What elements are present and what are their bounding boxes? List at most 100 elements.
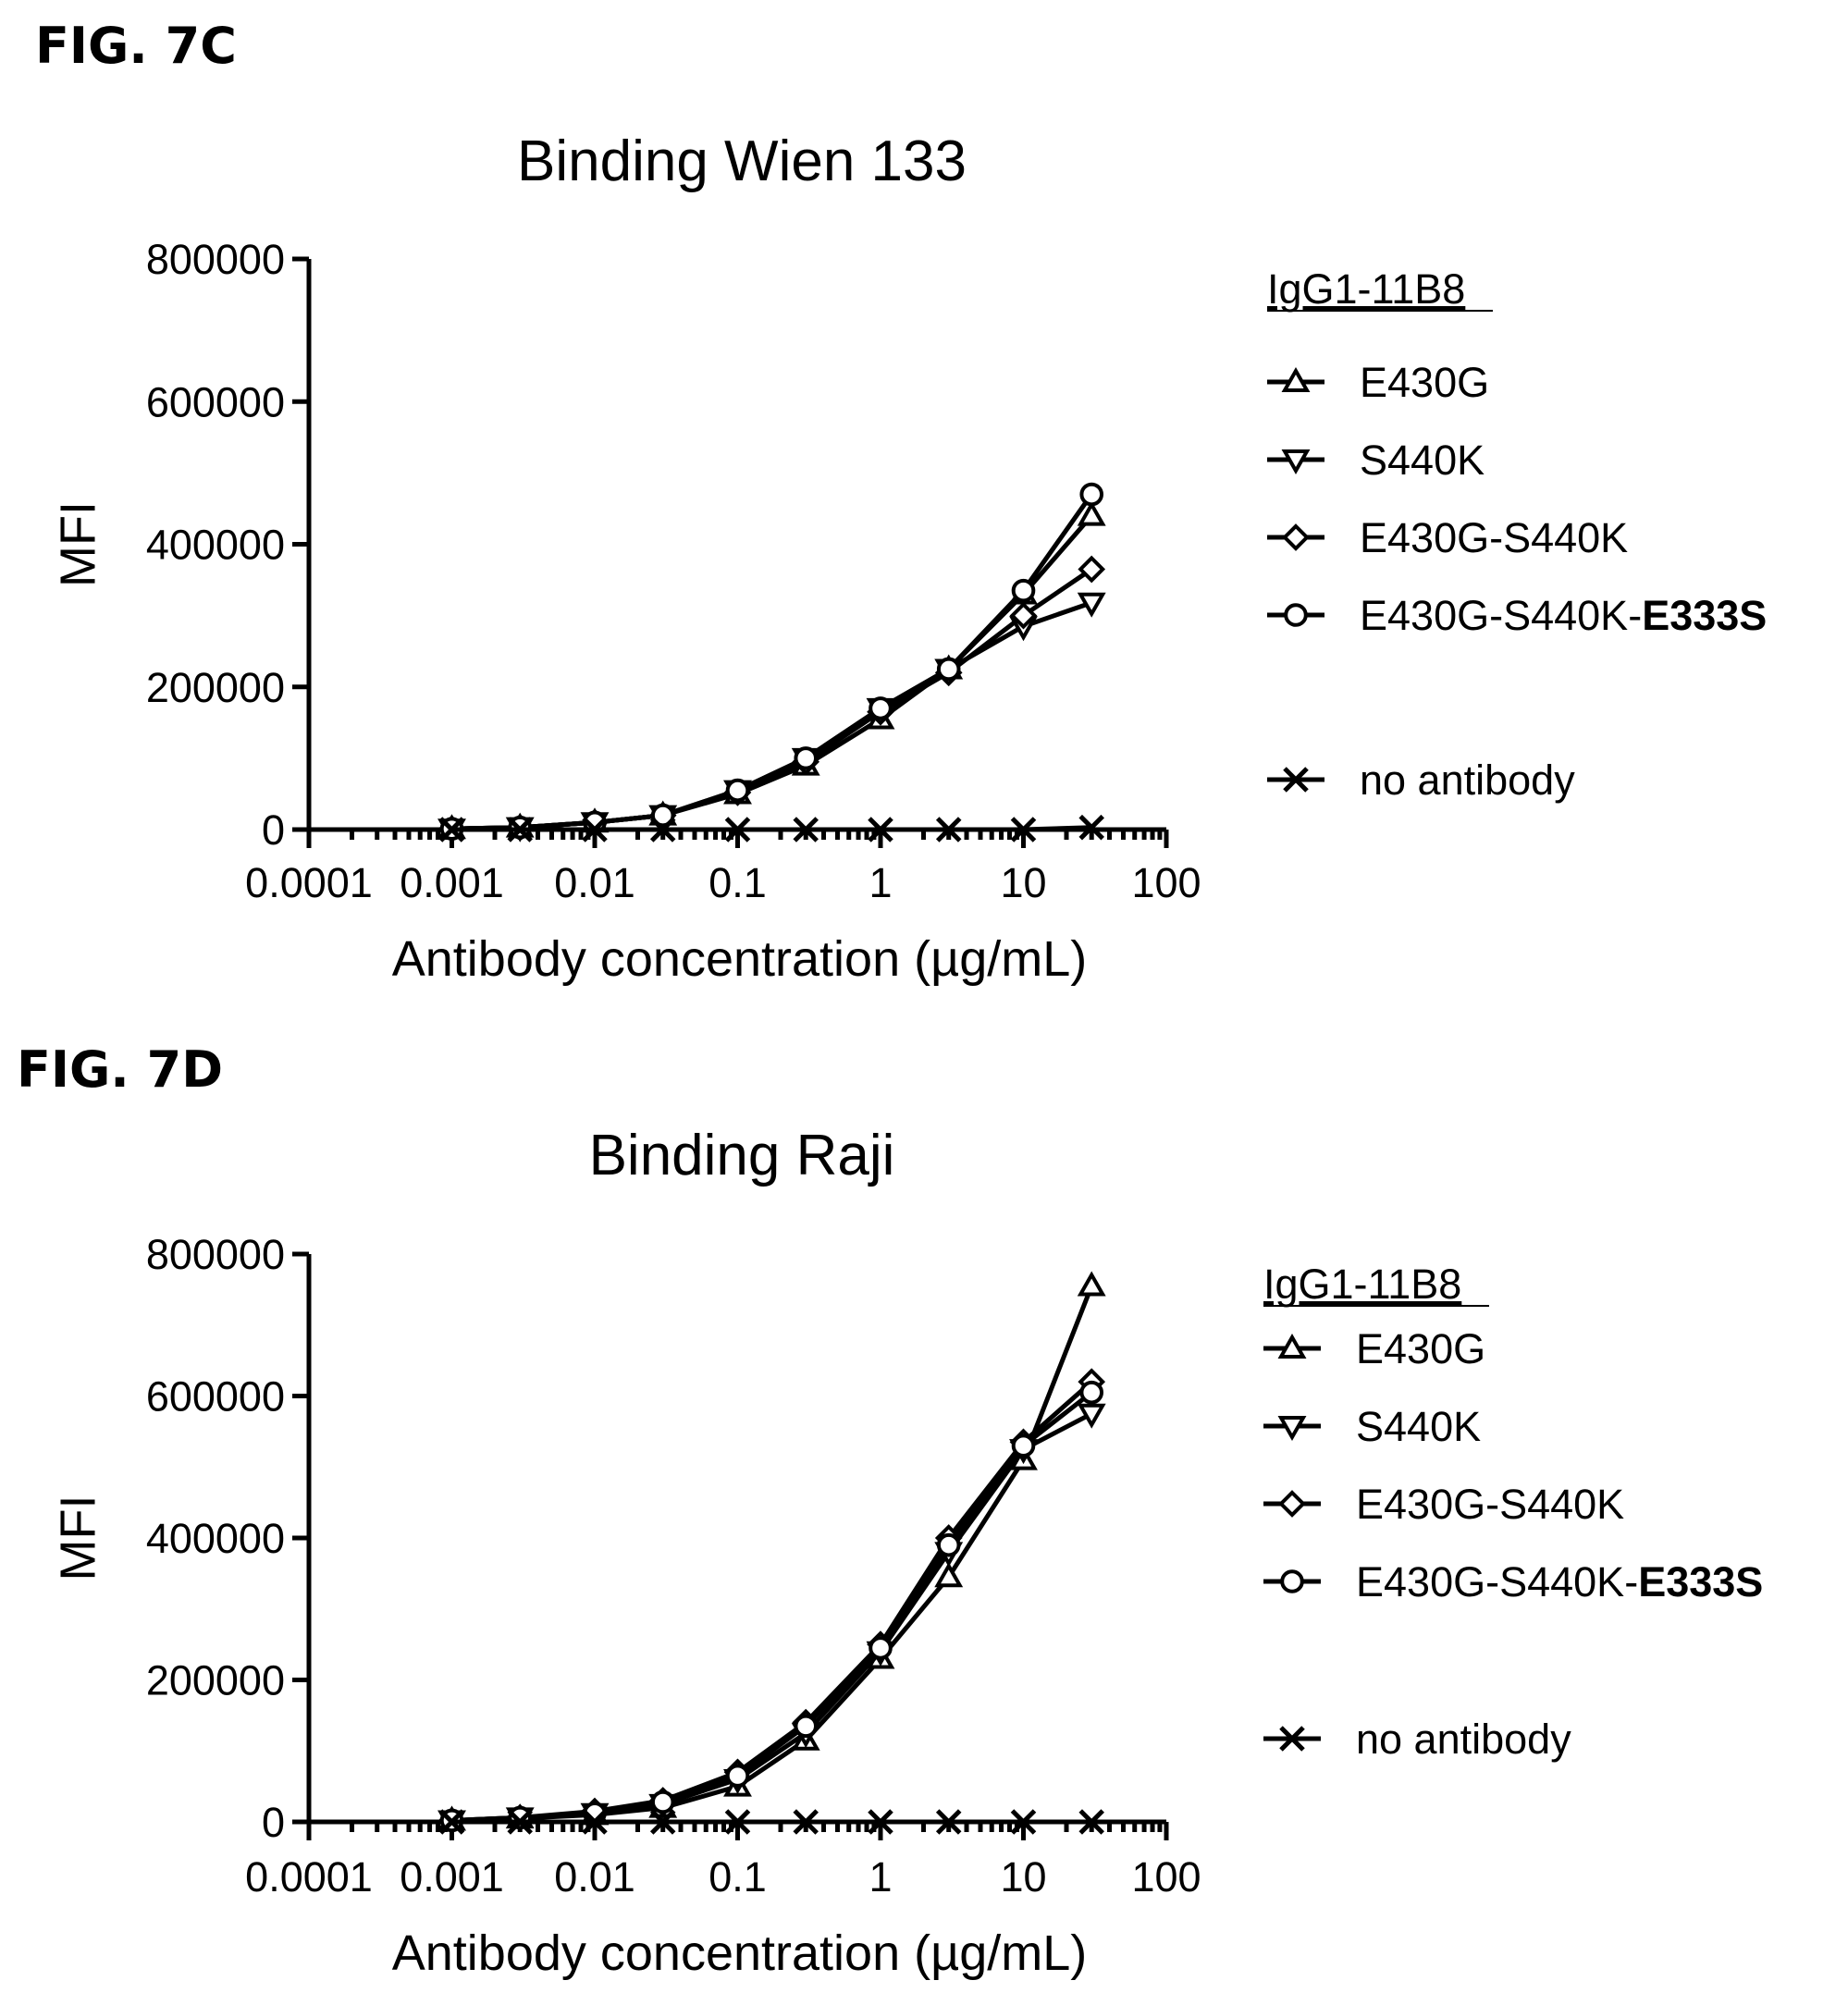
y-tick-label: 800000 [146,1231,285,1278]
data-point [935,1809,962,1835]
data-point [934,1562,964,1588]
data-point [582,1809,608,1835]
legend-entry: no antibody [1263,1716,1571,1763]
legend-entry: E430G-S440K [1263,1481,1624,1528]
y-axis-label: MFI [50,1495,105,1581]
x-tick-label: 0.1 [708,859,767,906]
legend-marker [1279,1726,1305,1752]
legend-marker [1281,449,1311,475]
x-tick-label: 0.01 [554,1853,635,1900]
data-point [650,1790,675,1814]
legend-label: E430G-S440K [1360,514,1628,561]
legend-entry: S440K [1263,1403,1481,1450]
x-tick-label: 0.001 [400,1853,504,1900]
series-line [451,825,1092,832]
legend-title: IgG1-11B8 [1263,1261,1461,1308]
legend-marker [1277,1333,1307,1359]
y-tick-label: 0 [262,806,285,854]
data-point [582,817,608,843]
x-tick-label: 0.001 [400,859,504,906]
legend-label-text: E430G [1356,1325,1485,1372]
y-tick-label: 400000 [146,522,285,569]
data-point [1010,817,1037,843]
x-tick-label: 0.1 [708,1853,767,1900]
y-tick-label: 200000 [146,1657,285,1704]
y-tick-label: 400000 [146,1515,285,1562]
legend-label-text: E430G-S440K [1360,514,1628,561]
data-point [1010,1809,1037,1835]
data-point [869,1636,893,1660]
data-point [438,817,465,843]
data-point [936,657,961,682]
y-tick-label: 600000 [146,1373,285,1421]
y-tick-label: 600000 [146,378,285,425]
x-tick-label: 0.0001 [245,1853,373,1900]
legend-marker [1284,603,1308,627]
x-tick-label: 0.0001 [245,859,373,906]
data-point [438,1809,465,1835]
series-line [451,513,1094,831]
y-tick-label: 0 [262,1799,285,1846]
chart-title: Binding Wien 133 [517,129,967,193]
data-point [793,817,819,843]
series-line [451,1285,1094,1823]
data-point [794,1714,819,1739]
data-point [1009,601,1038,630]
legend-label-bold: E333S [1638,1558,1763,1605]
legend-entry: E430G [1263,1325,1485,1372]
series-x [438,1809,1104,1835]
data-point [1011,1433,1036,1458]
legend-marker [1278,1490,1306,1518]
legend-label-text: E430G-S440K [1356,1481,1624,1528]
data-point [724,817,751,843]
x-tick-label: 0.01 [554,859,635,906]
legend-label: no antibody [1360,756,1575,804]
data-point [1077,592,1106,618]
y-axis-label: MFI [50,501,105,587]
data-point [1079,482,1104,507]
series-diamond [437,555,1106,843]
data-point [1077,1271,1106,1297]
legend-marker [1277,1416,1307,1442]
legend-label: no antibody [1356,1716,1571,1763]
data-point [725,778,750,803]
legend-label: E430G-S440K-E333S [1360,592,1767,639]
data-point [1079,1380,1104,1405]
data-point [936,1532,961,1557]
legend-entry: no antibody [1267,756,1575,804]
panel-fig-7c: FIG. 7C Binding Wien 133 0 200000 400000 6000… [35,17,1767,987]
data-point [1077,1403,1106,1429]
legend-label-text: S440K [1356,1403,1481,1450]
data-point [507,817,533,843]
legend-entry: E430G [1267,359,1489,406]
legend-label-text: no antibody [1360,756,1575,804]
series-x [438,814,1104,843]
x-tick-label: 10 [1000,859,1046,906]
legend-marker [1281,366,1311,392]
data-point [507,1809,533,1835]
y-tick-label: 200000 [146,664,285,711]
series-line [451,1390,1093,1823]
data-point [793,1809,819,1835]
chart-title: Binding Raji [589,1124,895,1187]
data-point [1077,500,1106,526]
legend-label-text: no antibody [1356,1716,1571,1763]
data-point [794,746,819,770]
x-tick-label: 1 [869,859,892,906]
legend-title: IgG1-11B8 [1267,265,1465,313]
legend-label: E430G [1356,1325,1485,1372]
legend-entry: E430G-S440K [1267,514,1628,561]
data-point [649,817,676,843]
data-point [1078,1809,1104,1835]
legend-label: S440K [1356,1403,1481,1450]
legend-label: S440K [1360,437,1485,484]
data-point [868,817,893,843]
y-tick-label: 800000 [146,236,285,283]
legend-label: E430G [1360,359,1489,406]
x-tick-label: 1 [869,1853,892,1900]
x-axis-label: Antibody concentration (µg/mL) [392,931,1088,987]
data-point [1078,555,1106,584]
data-point [869,696,893,720]
legend-label: E430G-S440K [1356,1481,1624,1528]
